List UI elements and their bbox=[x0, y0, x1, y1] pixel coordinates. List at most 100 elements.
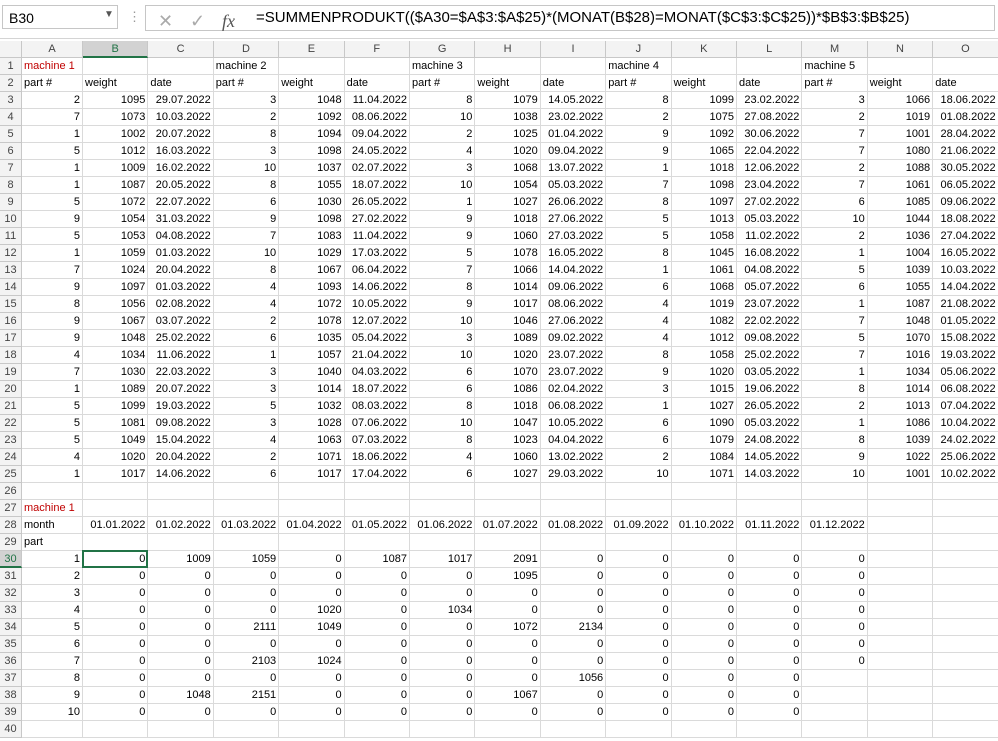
cell[interactable]: 13.02.2022 bbox=[540, 449, 607, 466]
cell[interactable]: 1036 bbox=[867, 228, 934, 245]
empty-cell[interactable] bbox=[867, 636, 934, 653]
cell[interactable]: 1020 bbox=[475, 347, 541, 364]
cell[interactable]: 11.02.2022 bbox=[737, 228, 803, 245]
cell[interactable]: 0 bbox=[540, 568, 607, 585]
cell[interactable]: 04.04.2022 bbox=[540, 432, 607, 449]
cell[interactable]: 1019 bbox=[867, 109, 934, 126]
cell[interactable]: 0 bbox=[737, 687, 803, 704]
cell[interactable]: 1001 bbox=[867, 126, 934, 143]
row-header[interactable]: 16 bbox=[0, 313, 22, 330]
row-header[interactable]: 18 bbox=[0, 347, 22, 364]
cell[interactable]: 8 bbox=[410, 92, 476, 109]
cell[interactable]: 10 bbox=[802, 211, 868, 228]
cell[interactable]: 1070 bbox=[867, 330, 934, 347]
empty-cell[interactable] bbox=[148, 483, 214, 500]
cell[interactable]: 8 bbox=[802, 432, 868, 449]
cell[interactable]: 1079 bbox=[475, 92, 541, 109]
cell[interactable]: 23.02.2022 bbox=[737, 92, 803, 109]
cell[interactable]: 1070 bbox=[475, 364, 541, 381]
row-header[interactable]: 28 bbox=[0, 517, 22, 534]
cell[interactable]: 6 bbox=[606, 279, 672, 296]
empty-cell[interactable] bbox=[737, 500, 803, 517]
cell[interactable]: 0 bbox=[344, 670, 410, 687]
cell[interactable]: 1 bbox=[213, 347, 280, 364]
cell[interactable]: 22.02.2022 bbox=[737, 313, 803, 330]
cell[interactable]: 07.06.2022 bbox=[344, 415, 410, 432]
row-header[interactable]: 14 bbox=[0, 279, 22, 296]
cell[interactable]: 1014 bbox=[867, 381, 934, 398]
cell[interactable]: 9 bbox=[410, 228, 476, 245]
cell[interactable]: 1049 bbox=[279, 619, 345, 636]
cell[interactable]: 20.05.2022 bbox=[148, 177, 214, 194]
cell[interactable]: part bbox=[22, 534, 83, 551]
empty-cell[interactable] bbox=[148, 500, 214, 517]
cell[interactable]: 27.04.2022 bbox=[933, 228, 998, 245]
cell[interactable]: 1002 bbox=[83, 126, 149, 143]
cell[interactable]: 09.06.2022 bbox=[933, 194, 998, 211]
row-header[interactable]: 3 bbox=[0, 92, 22, 109]
cell[interactable]: 8 bbox=[22, 296, 83, 313]
empty-cell[interactable] bbox=[867, 721, 934, 738]
empty-cell[interactable] bbox=[148, 58, 214, 75]
cell[interactable]: 14.03.2022 bbox=[737, 466, 803, 483]
cell[interactable]: part # bbox=[606, 75, 672, 92]
cell[interactable]: 0 bbox=[344, 653, 410, 670]
cell[interactable]: 1063 bbox=[279, 432, 345, 449]
cell[interactable]: 1034 bbox=[867, 364, 934, 381]
cell[interactable]: 0 bbox=[671, 636, 737, 653]
cell[interactable]: 3 bbox=[213, 381, 280, 398]
cell[interactable]: 1061 bbox=[671, 262, 737, 279]
cell[interactable]: 1017 bbox=[279, 466, 345, 483]
cell[interactable]: 9 bbox=[606, 126, 672, 143]
cell[interactable]: 14.04.2022 bbox=[540, 262, 607, 279]
cell[interactable]: 01.01.2022 bbox=[83, 517, 149, 534]
cell[interactable]: machine 3 bbox=[410, 58, 476, 75]
cell[interactable]: 1066 bbox=[475, 262, 541, 279]
cell[interactable]: 0 bbox=[410, 704, 476, 721]
cell[interactable]: 7 bbox=[606, 177, 672, 194]
cell[interactable]: 0 bbox=[737, 568, 803, 585]
empty-cell[interactable] bbox=[540, 534, 607, 551]
cell[interactable]: 0 bbox=[802, 602, 868, 619]
cell[interactable]: 05.07.2022 bbox=[737, 279, 803, 296]
cell[interactable]: weight bbox=[867, 75, 934, 92]
cell[interactable]: 1027 bbox=[475, 466, 541, 483]
cell[interactable]: 8 bbox=[606, 347, 672, 364]
cell[interactable]: 27.06.2022 bbox=[540, 211, 607, 228]
cell[interactable]: 10 bbox=[410, 347, 476, 364]
cell[interactable]: machine 5 bbox=[802, 58, 868, 75]
cell[interactable]: 1067 bbox=[279, 262, 345, 279]
cell[interactable]: 4 bbox=[410, 449, 476, 466]
cell[interactable]: 0 bbox=[671, 602, 737, 619]
cell[interactable]: 1059 bbox=[83, 245, 149, 262]
cell[interactable]: 2 bbox=[802, 398, 868, 415]
cell[interactable]: 2 bbox=[22, 568, 83, 585]
cell[interactable]: 9 bbox=[22, 687, 83, 704]
cell[interactable]: 10.05.2022 bbox=[344, 296, 410, 313]
cell[interactable]: 4 bbox=[606, 296, 672, 313]
empty-cell[interactable] bbox=[802, 670, 868, 687]
cell[interactable]: 7 bbox=[410, 262, 476, 279]
cell[interactable]: 8 bbox=[606, 194, 672, 211]
cell[interactable]: 2103 bbox=[213, 653, 280, 670]
cell[interactable]: 4 bbox=[606, 313, 672, 330]
cell[interactable]: 02.07.2022 bbox=[344, 160, 410, 177]
cell[interactable]: 0 bbox=[671, 568, 737, 585]
cell[interactable]: 1068 bbox=[475, 160, 541, 177]
cell[interactable]: 1024 bbox=[83, 262, 149, 279]
cell[interactable]: 1018 bbox=[475, 211, 541, 228]
cell[interactable]: 0 bbox=[148, 619, 214, 636]
cell[interactable]: 8 bbox=[22, 670, 83, 687]
empty-cell[interactable] bbox=[148, 721, 214, 738]
cell[interactable]: 1060 bbox=[475, 449, 541, 466]
cell[interactable]: 1054 bbox=[83, 211, 149, 228]
empty-cell[interactable] bbox=[867, 517, 934, 534]
cell[interactable]: 11.04.2022 bbox=[344, 92, 410, 109]
row-header[interactable]: 9 bbox=[0, 194, 22, 211]
cell[interactable]: 0 bbox=[737, 670, 803, 687]
empty-cell[interactable] bbox=[867, 534, 934, 551]
cell[interactable]: 0 bbox=[737, 704, 803, 721]
cell[interactable]: 09.08.2022 bbox=[737, 330, 803, 347]
cell[interactable]: 1024 bbox=[279, 653, 345, 670]
cell[interactable]: 1 bbox=[606, 160, 672, 177]
